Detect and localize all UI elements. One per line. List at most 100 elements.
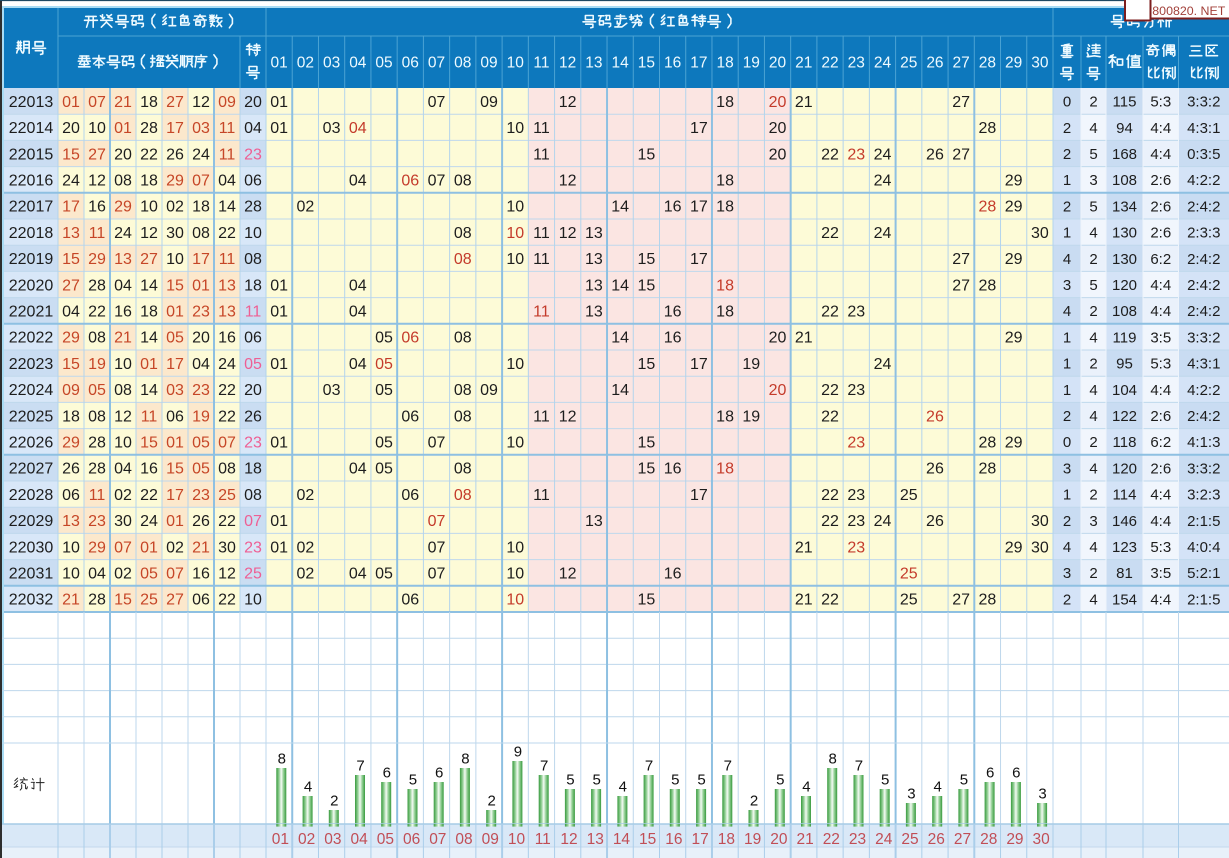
svg-text:24: 24	[875, 831, 893, 848]
svg-text:3: 3	[907, 785, 915, 802]
svg-text:05: 05	[375, 435, 393, 452]
svg-text:13: 13	[585, 225, 603, 242]
svg-text:2: 2	[1063, 146, 1071, 163]
svg-text:10: 10	[506, 566, 524, 583]
svg-text:21: 21	[62, 592, 80, 609]
svg-text:10: 10	[506, 120, 524, 137]
svg-text:7: 7	[724, 757, 732, 774]
svg-text:28: 28	[979, 120, 997, 137]
svg-text:2: 2	[1089, 94, 1097, 111]
svg-text:2: 2	[488, 792, 496, 809]
svg-text:04: 04	[349, 55, 367, 72]
svg-text:20: 20	[769, 330, 787, 347]
svg-text:2: 2	[1089, 565, 1097, 582]
svg-text:02: 02	[297, 55, 314, 72]
svg-text:22019: 22019	[9, 251, 54, 268]
svg-text:04: 04	[62, 304, 80, 321]
svg-text:4:2:2: 4:2:2	[1187, 172, 1220, 189]
svg-text:01: 01	[140, 356, 158, 373]
svg-text:23: 23	[847, 435, 865, 452]
svg-text:28: 28	[979, 199, 997, 216]
svg-text:08: 08	[244, 487, 262, 504]
svg-text:25: 25	[901, 831, 918, 848]
svg-text:14: 14	[140, 277, 158, 294]
svg-text:22015: 22015	[9, 146, 54, 163]
svg-text:25: 25	[218, 487, 236, 504]
svg-text:03: 03	[323, 120, 341, 137]
svg-text:18: 18	[716, 173, 734, 190]
svg-text:04: 04	[349, 356, 367, 373]
svg-text:13: 13	[218, 277, 236, 294]
svg-text:21: 21	[795, 330, 813, 347]
svg-text:11: 11	[219, 146, 236, 163]
svg-text:22: 22	[821, 225, 839, 242]
svg-text:22026: 22026	[9, 435, 54, 452]
svg-text:27: 27	[952, 592, 970, 609]
svg-text:10: 10	[114, 435, 132, 452]
svg-text:24: 24	[874, 173, 892, 190]
svg-text:2: 2	[1063, 120, 1071, 137]
svg-text:22016: 22016	[9, 173, 54, 190]
svg-text:1: 1	[1063, 356, 1071, 373]
svg-text:27: 27	[62, 277, 80, 294]
svg-text:10: 10	[140, 199, 158, 216]
svg-text:23: 23	[849, 831, 866, 848]
svg-text:24: 24	[62, 173, 80, 190]
svg-text:11: 11	[89, 487, 106, 504]
svg-text:1: 1	[1063, 382, 1071, 399]
svg-text:05: 05	[244, 356, 262, 373]
svg-text:3:2:3: 3:2:3	[1187, 487, 1220, 504]
svg-text:18: 18	[140, 304, 158, 321]
svg-text:03: 03	[323, 55, 340, 72]
svg-text:5:2:1: 5:2:1	[1187, 565, 1220, 582]
svg-text:27: 27	[953, 55, 970, 72]
svg-text:23: 23	[244, 435, 262, 452]
svg-text:4:4: 4:4	[1150, 120, 1171, 137]
svg-text:18: 18	[140, 173, 158, 190]
svg-text:02: 02	[298, 831, 315, 848]
svg-text:01: 01	[270, 539, 288, 556]
svg-text:25: 25	[244, 566, 262, 583]
svg-text:6:2: 6:2	[1150, 434, 1171, 451]
svg-text:20: 20	[62, 120, 80, 137]
svg-text:04: 04	[350, 831, 368, 848]
svg-text:29: 29	[1005, 330, 1023, 347]
svg-text:26: 26	[926, 55, 943, 72]
svg-text:23: 23	[847, 382, 865, 399]
svg-text:07: 07	[192, 173, 210, 190]
svg-text:16: 16	[665, 831, 682, 848]
svg-text:146: 146	[1112, 513, 1137, 530]
svg-text:03: 03	[166, 382, 184, 399]
svg-text:04: 04	[349, 461, 367, 478]
svg-text:17: 17	[690, 55, 707, 72]
svg-text:27: 27	[952, 251, 970, 268]
svg-text:15: 15	[637, 435, 655, 452]
svg-text:13: 13	[585, 251, 603, 268]
svg-text:4: 4	[1063, 303, 1071, 320]
svg-text:08: 08	[192, 225, 210, 242]
svg-text:22018: 22018	[9, 225, 54, 242]
svg-text:10: 10	[244, 592, 262, 609]
svg-text:9: 9	[514, 743, 522, 760]
svg-text:119: 119	[1113, 329, 1137, 346]
svg-text:09: 09	[62, 382, 80, 399]
svg-text:05: 05	[377, 831, 394, 848]
svg-text:28: 28	[979, 435, 997, 452]
svg-text:29: 29	[114, 199, 132, 216]
svg-text:15: 15	[114, 592, 132, 609]
svg-text:1: 1	[1063, 225, 1071, 242]
svg-text:22020: 22020	[9, 277, 54, 294]
svg-text:12: 12	[559, 94, 577, 111]
svg-text:04: 04	[114, 461, 132, 478]
svg-text:22: 22	[218, 408, 236, 425]
svg-text:18: 18	[716, 55, 733, 72]
svg-text:10: 10	[507, 55, 525, 72]
svg-text:2: 2	[1063, 591, 1071, 608]
svg-text:29: 29	[1006, 831, 1023, 848]
svg-text:27: 27	[952, 277, 970, 294]
svg-text:122: 122	[1112, 408, 1137, 425]
svg-text:04: 04	[114, 277, 132, 294]
svg-text:01: 01	[62, 94, 80, 111]
svg-text:26: 26	[926, 146, 944, 163]
svg-text:22: 22	[218, 225, 236, 242]
